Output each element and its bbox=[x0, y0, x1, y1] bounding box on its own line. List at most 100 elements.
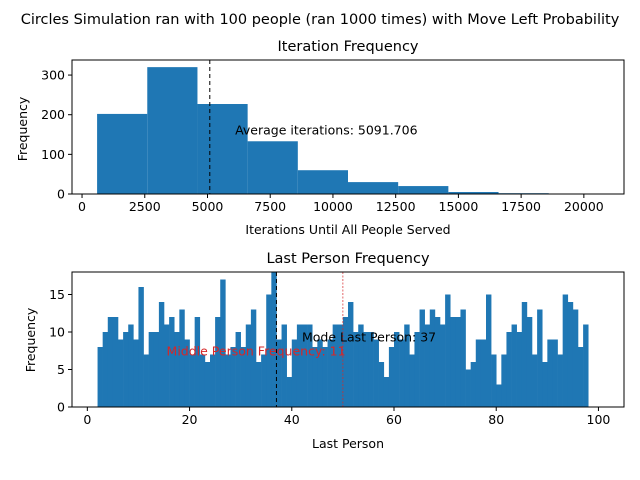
last-person-bar bbox=[465, 369, 471, 407]
iteration-chart-title: Iteration Frequency bbox=[277, 39, 418, 55]
last-person-bar bbox=[199, 354, 206, 407]
last-person-bar bbox=[102, 332, 109, 407]
iteration-axis-ticks: 0 2500 5000 7500 10000 12500 15000 17500 20000 0 1… bbox=[41, 68, 604, 214]
iteration-x-tick-label: 10000 bbox=[313, 199, 353, 214]
last-person-bar bbox=[578, 347, 584, 407]
last-person-bar bbox=[486, 294, 492, 407]
last-person-bar bbox=[271, 272, 277, 407]
last-person-x-tick-label: 100 bbox=[587, 412, 611, 427]
last-person-bar bbox=[511, 324, 517, 407]
iteration-x-tick-label: 5000 bbox=[192, 199, 224, 214]
last-person-bar bbox=[572, 309, 579, 407]
last-person-bar bbox=[567, 302, 574, 407]
iteration-x-tick-label: 2500 bbox=[129, 199, 161, 214]
last-person-bar bbox=[409, 354, 415, 407]
last-person-bar bbox=[450, 317, 456, 407]
last-person-bar bbox=[378, 362, 385, 407]
last-person-bar bbox=[440, 324, 446, 407]
last-person-x-tick-label: 0 bbox=[83, 412, 91, 427]
last-person-bar bbox=[394, 332, 400, 407]
last-person-y-tick-label: 0 bbox=[57, 400, 65, 415]
last-person-bar bbox=[475, 339, 482, 407]
iteration-y-tick-label: 200 bbox=[41, 107, 65, 122]
last-person-bar bbox=[276, 339, 282, 407]
last-person-x-axis-label: Last Person bbox=[312, 436, 384, 451]
iteration-bar bbox=[97, 113, 148, 194]
last-person-bar bbox=[245, 324, 252, 407]
last-person-bar bbox=[419, 309, 425, 407]
last-person-bar bbox=[491, 354, 497, 407]
last-person-bar bbox=[179, 309, 185, 407]
last-person-bar bbox=[97, 347, 103, 407]
last-person-bar bbox=[250, 309, 257, 407]
last-person-frequency-panel: Last Person Frequency 0 20 40 60 80 100 0 5 10 15… bbox=[23, 251, 625, 451]
last-person-bar bbox=[506, 332, 512, 407]
iteration-bar bbox=[398, 186, 449, 194]
last-person-y-tick-label: 15 bbox=[49, 287, 65, 302]
last-person-y-axis-label: Frequency bbox=[23, 307, 38, 372]
last-person-bar bbox=[368, 332, 374, 407]
last-person-bar bbox=[342, 317, 349, 407]
last-person-bar bbox=[337, 324, 344, 407]
last-person-bar bbox=[547, 339, 553, 407]
last-person-bar bbox=[455, 317, 461, 407]
last-person-bar bbox=[164, 324, 170, 407]
last-person-bar bbox=[414, 332, 420, 407]
iteration-bar bbox=[147, 67, 198, 194]
last-person-bar bbox=[204, 362, 211, 407]
last-person-bar bbox=[256, 362, 262, 407]
middle-person-annotation: Middle Person Frequency: 11 bbox=[167, 344, 346, 359]
iteration-x-tick-label: 17500 bbox=[501, 199, 541, 214]
last-person-axes-frame bbox=[71, 271, 625, 408]
last-person-bar bbox=[118, 339, 124, 407]
last-person-y-tick-label: 5 bbox=[57, 362, 65, 377]
last-person-bar bbox=[353, 332, 359, 407]
last-person-bar bbox=[302, 324, 308, 407]
last-person-bar bbox=[138, 287, 144, 407]
last-person-bar bbox=[424, 324, 431, 407]
last-person-bar bbox=[363, 332, 369, 407]
last-person-bar bbox=[480, 339, 487, 407]
last-person-bar bbox=[388, 347, 395, 407]
last-person-bar bbox=[317, 339, 323, 407]
last-person-bar bbox=[112, 317, 119, 407]
last-person-bar bbox=[123, 332, 129, 407]
iteration-bar bbox=[197, 104, 248, 194]
last-person-bar bbox=[194, 317, 201, 407]
last-person-y-tick-label: 10 bbox=[49, 325, 65, 340]
last-person-bar bbox=[562, 294, 569, 407]
last-person-bar bbox=[286, 377, 293, 407]
last-person-x-tick-label: 80 bbox=[488, 412, 504, 427]
iteration-y-tick-label: 100 bbox=[41, 147, 65, 162]
last-person-bar bbox=[332, 324, 339, 407]
last-person-chart-title: Last Person Frequency bbox=[266, 251, 429, 267]
average-iterations-annotation: Average iterations: 5091.706 bbox=[235, 123, 417, 138]
iteration-y-tick-label: 0 bbox=[57, 187, 65, 202]
last-person-bar bbox=[153, 332, 160, 407]
last-person-bar bbox=[312, 347, 318, 407]
iteration-histogram-bars bbox=[97, 67, 599, 194]
last-person-bar bbox=[291, 339, 298, 407]
iteration-x-tick-label: 15000 bbox=[439, 199, 479, 214]
last-person-bar bbox=[220, 279, 226, 407]
last-person-bar bbox=[266, 294, 272, 407]
figure-suptitle: Circles Simulation ran with 100 people (… bbox=[21, 12, 620, 28]
last-person-bar bbox=[327, 339, 333, 407]
last-person-bar bbox=[158, 302, 165, 407]
last-person-bar bbox=[460, 309, 466, 407]
last-person-bar bbox=[552, 339, 558, 407]
last-person-bar bbox=[358, 324, 364, 407]
last-person-bar bbox=[235, 332, 241, 407]
last-person-axis-ticks: 0 20 40 60 80 100 0 5 10 15 bbox=[49, 287, 610, 427]
last-person-bar bbox=[261, 354, 267, 407]
last-person-bar bbox=[133, 339, 139, 407]
iteration-x-tick-label: 20000 bbox=[564, 199, 604, 214]
last-person-bar bbox=[399, 339, 405, 407]
last-person-bar bbox=[532, 354, 538, 407]
iteration-frequency-panel: Iteration Frequency 0 2500 5000 7500 10000 12… bbox=[15, 39, 625, 237]
last-person-bar bbox=[307, 324, 313, 407]
last-person-bar bbox=[542, 362, 548, 407]
last-person-bar bbox=[557, 354, 563, 407]
last-person-bar bbox=[496, 384, 502, 407]
